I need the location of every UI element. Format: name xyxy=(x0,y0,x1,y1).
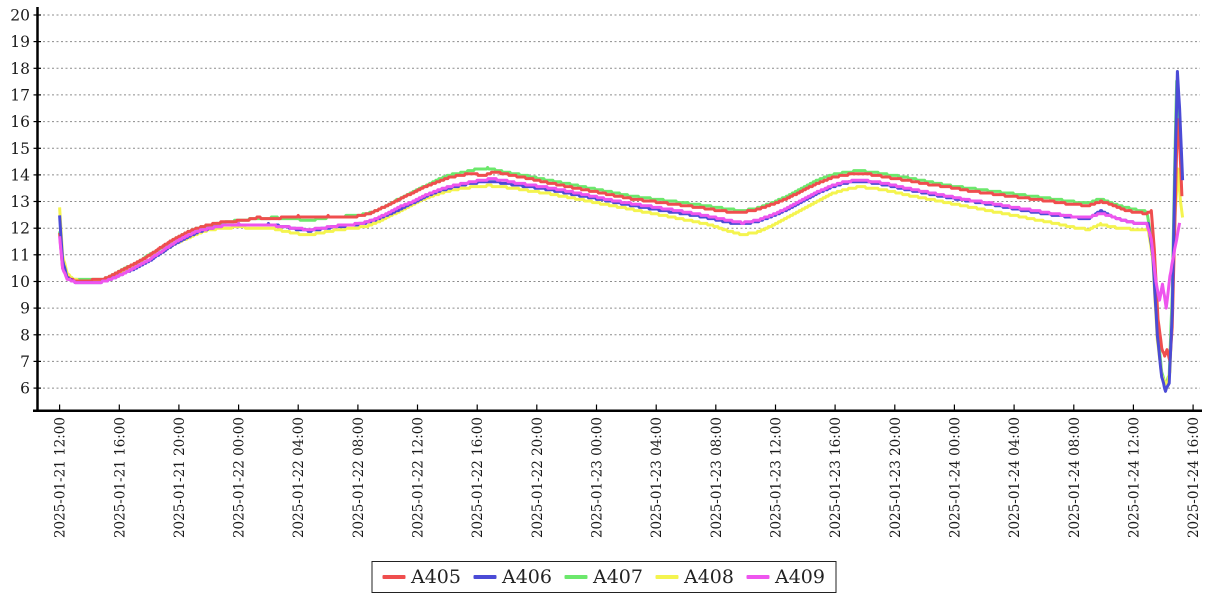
gridlines xyxy=(38,14,1200,389)
legend-label: A405 xyxy=(411,566,461,588)
y-tick-label: 12 xyxy=(10,220,30,238)
legend-swatch-A409 xyxy=(746,575,769,579)
plot-area: 6 7 8 9 10 11 12 13 14 15 16 17 18 19 20 2025-01-21 12:… xyxy=(10,7,1202,539)
legend-item-A409: A409 xyxy=(746,566,825,588)
x-tick-label: 2025-01-22 04:00 xyxy=(291,417,307,538)
time-series-chart: 6 7 8 9 10 11 12 13 14 15 16 17 18 19 20 2025-01-21 12:… xyxy=(10,7,1202,539)
x-tick-label: 2025-01-23 00:00 xyxy=(590,417,606,538)
x-tick-label: 2025-01-22 12:00 xyxy=(411,417,427,538)
y-tick-label: 16 xyxy=(10,113,30,131)
y-tick-label: 7 xyxy=(20,353,30,371)
x-tick-label: 2025-01-24 08:00 xyxy=(1067,417,1083,538)
y-tick-label: 13 xyxy=(10,193,30,211)
legend-label: A407 xyxy=(593,566,643,588)
x-tick-label: 2025-01-22 16:00 xyxy=(470,417,486,538)
x-tick-label: 2025-01-22 08:00 xyxy=(351,417,367,538)
y-tick-label: 10 xyxy=(10,273,30,291)
y-tick-label: 15 xyxy=(10,140,30,158)
x-tick-label: 2025-01-23 08:00 xyxy=(709,417,725,538)
legend-swatch-A408 xyxy=(655,575,678,579)
x-tick-label: 2025-01-23 20:00 xyxy=(888,417,904,538)
legend-swatch-A407 xyxy=(564,575,587,579)
series-line-A409 xyxy=(58,177,1182,310)
legend-item-A406: A406 xyxy=(473,566,552,588)
x-tick-label: 2025-01-24 04:00 xyxy=(1007,417,1023,538)
x-tick-label: 2025-01-23 12:00 xyxy=(769,417,785,538)
legend-label: A406 xyxy=(502,566,552,588)
series-line-A406 xyxy=(58,70,1185,393)
series-lines xyxy=(58,70,1185,393)
y-tick-label: 14 xyxy=(10,166,30,184)
y-tick-label: 11 xyxy=(10,246,30,264)
x-tick-label: 2025-01-22 00:00 xyxy=(232,417,248,538)
y-tick-label: 18 xyxy=(10,60,30,78)
x-tick-label: 2025-01-24 00:00 xyxy=(947,417,963,538)
x-tick-label: 2025-01-22 20:00 xyxy=(530,417,546,538)
x-tick-label: 2025-01-23 04:00 xyxy=(649,417,665,538)
y-tick-label: 9 xyxy=(20,300,30,318)
x-tick-label: 2025-01-21 20:00 xyxy=(172,417,188,538)
x-tick-label: 2025-01-24 12:00 xyxy=(1126,417,1142,538)
y-tick-label: 19 xyxy=(10,33,30,51)
axes xyxy=(33,7,1202,413)
legend-label: A408 xyxy=(684,566,734,588)
series-line-A407 xyxy=(58,79,1183,387)
y-tick-label: 8 xyxy=(20,326,30,344)
legend-item-A408: A408 xyxy=(655,566,734,588)
x-tick-label: 2025-01-23 16:00 xyxy=(828,417,844,538)
series-line-A405 xyxy=(58,118,1184,363)
series-line-A408 xyxy=(58,167,1185,388)
x-tick-label: 2025-01-21 16:00 xyxy=(112,417,128,538)
axis-labels: 6 7 8 9 10 11 12 13 14 15 16 17 18 19 20 2025-01-21 12:… xyxy=(10,7,1202,539)
legend-swatch-A406 xyxy=(473,575,496,579)
legend-swatch-A405 xyxy=(382,575,405,579)
y-tick-label: 20 xyxy=(10,7,30,25)
legend: A405 A406 A407 A408 A409 xyxy=(371,561,836,593)
y-tick-label: 17 xyxy=(10,86,30,104)
legend-item-A407: A407 xyxy=(564,566,643,588)
x-tick-label: 2025-01-21 12:00 xyxy=(53,417,69,538)
legend-label: A409 xyxy=(775,566,825,588)
y-tick-label: 6 xyxy=(20,380,30,398)
legend-item-A405: A405 xyxy=(382,566,461,588)
x-tick-label: 2025-01-24 16:00 xyxy=(1186,417,1202,538)
